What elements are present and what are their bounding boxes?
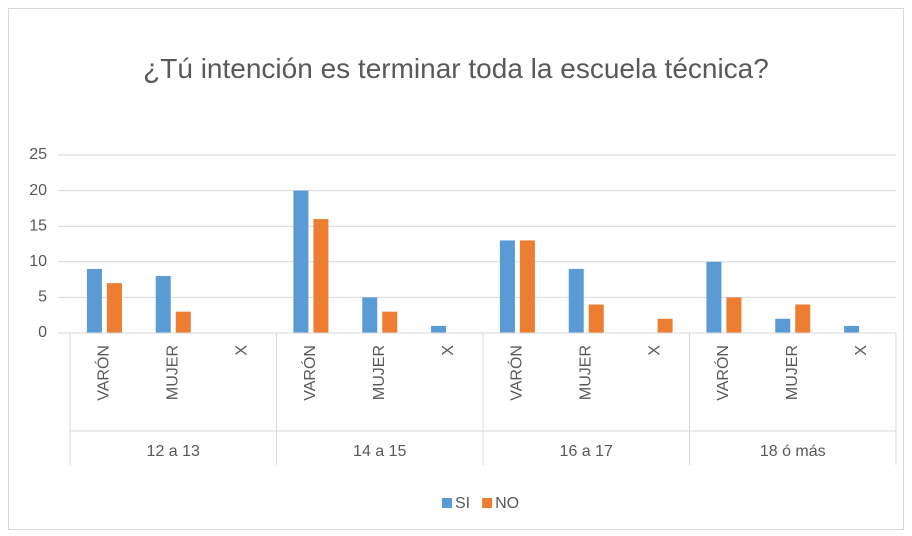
x-tick-label: MUJER	[784, 345, 801, 400]
chart-border	[8, 8, 904, 530]
y-tick-label: 0	[38, 324, 47, 341]
y-tick-label: 5	[38, 289, 47, 306]
x-tick-label: X	[233, 345, 250, 356]
chart-title: ¿Tú intención es terminar toda la escuel…	[143, 53, 769, 84]
legend-swatch	[482, 498, 493, 508]
bar	[175, 311, 191, 333]
group-label: 12 a 13	[147, 443, 200, 460]
group-label: 18 ó más	[760, 443, 826, 460]
bar	[775, 318, 791, 333]
bar	[382, 311, 398, 333]
x-tick-label: VARÓN	[713, 345, 732, 401]
bar	[844, 325, 860, 333]
x-tick-label: VARÓN	[300, 345, 319, 401]
x-tick-label: VARÓN	[94, 345, 113, 401]
x-tick-label: X	[646, 345, 663, 356]
bar	[86, 268, 102, 333]
bar	[155, 276, 171, 333]
bar	[431, 325, 447, 333]
group-label: 16 a 17	[560, 443, 613, 460]
legend-label: NO	[495, 495, 519, 512]
y-tick-label: 20	[29, 182, 47, 199]
x-tick-label: X	[853, 345, 870, 356]
x-tick-label: MUJER	[371, 345, 388, 400]
legend-swatch	[442, 498, 452, 508]
bar	[726, 297, 742, 333]
bar	[657, 318, 673, 333]
bar	[499, 240, 515, 333]
bar	[293, 190, 309, 333]
bar	[588, 304, 604, 333]
x-tick-label: MUJER	[577, 345, 594, 400]
bar	[313, 219, 329, 333]
x-tick-label: VARÓN	[507, 345, 526, 401]
y-tick-label: 15	[29, 217, 47, 234]
x-tick-label: MUJER	[164, 345, 181, 400]
bar	[706, 261, 722, 333]
y-tick-label: 25	[29, 146, 47, 163]
bar	[519, 240, 535, 333]
legend-label: SI	[455, 495, 470, 512]
bar	[362, 297, 378, 333]
group-label: 14 a 15	[353, 443, 406, 460]
y-tick-label: 10	[29, 253, 47, 270]
bar	[568, 268, 584, 333]
x-tick-label: X	[440, 345, 457, 356]
bar	[106, 283, 122, 333]
bar	[795, 304, 811, 333]
